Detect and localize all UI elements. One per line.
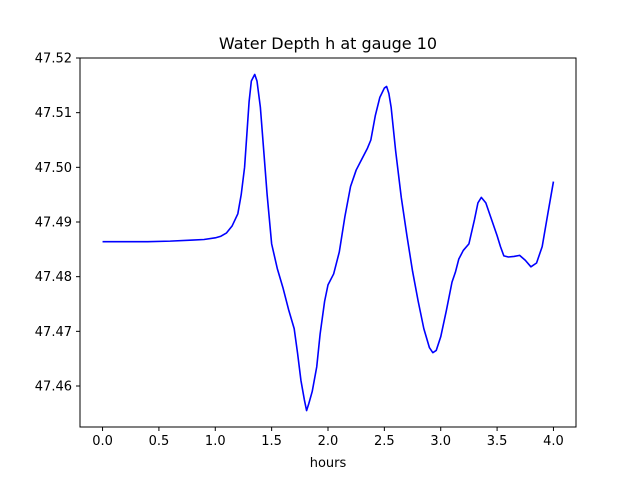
y-axis: 47.46 47.47 47.48 47.49 47.50 47.51 47.52 bbox=[35, 52, 80, 395]
x-tick-label: 3.0 bbox=[430, 434, 451, 449]
y-tick-label: 47.46 bbox=[35, 380, 72, 395]
x-tick-label: 0.0 bbox=[92, 434, 113, 449]
series-line-0 bbox=[102, 73, 555, 412]
x-tick-label: 2.5 bbox=[374, 434, 395, 449]
y-tick-label: 47.48 bbox=[35, 270, 72, 285]
series-layer bbox=[102, 73, 555, 412]
chart-title: Water Depth h at gauge 10 bbox=[219, 34, 437, 53]
y-tick-label: 47.49 bbox=[35, 216, 72, 231]
y-tick-label: 47.52 bbox=[35, 52, 72, 67]
y-tick-label: 47.51 bbox=[35, 106, 72, 121]
x-tick-label: 1.5 bbox=[261, 434, 282, 449]
y-tick-label: 47.50 bbox=[35, 161, 72, 176]
x-axis-label: hours bbox=[310, 456, 347, 471]
x-tick-label: 2.0 bbox=[318, 434, 339, 449]
x-axis: 0.0 0.5 1.0 1.5 2.0 2.5 3.0 3.5 4.0 bbox=[92, 427, 564, 449]
y-tick-label: 47.47 bbox=[35, 325, 72, 340]
x-tick-label: 4.0 bbox=[543, 434, 564, 449]
x-tick-label: 0.5 bbox=[149, 434, 170, 449]
x-tick-label: 1.0 bbox=[205, 434, 226, 449]
x-tick-label: 3.5 bbox=[487, 434, 508, 449]
